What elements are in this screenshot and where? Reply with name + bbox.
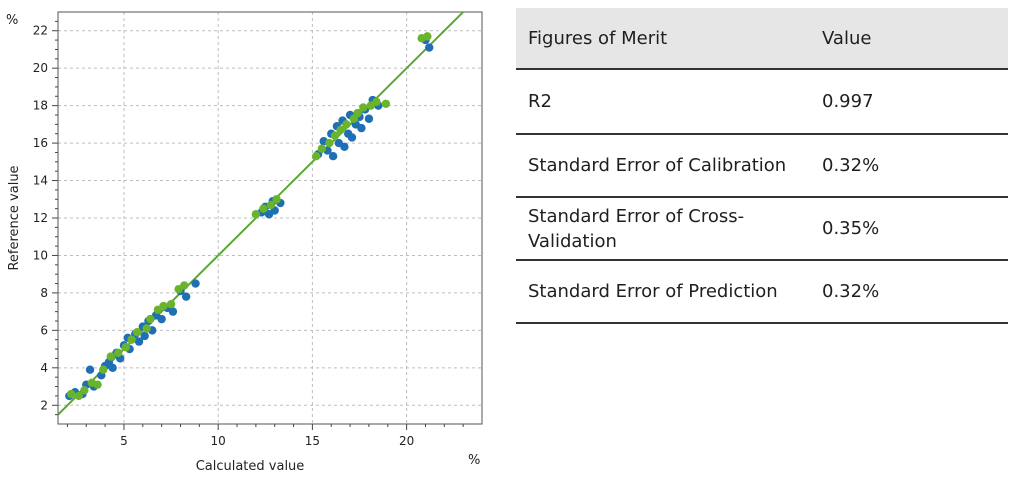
blue-data-point [364, 114, 374, 123]
calibration-plot: 5 10 15 20 2 4 6 8 10 12 14 16 18 20 22 Calculated valu… [0, 0, 500, 490]
blue-data-point [357, 123, 366, 133]
green-data-point [423, 32, 432, 41]
metric-value: 0.32% [810, 260, 1008, 324]
y-tick-label: 10 [33, 248, 48, 262]
blue-data-point [181, 292, 191, 301]
green-data-point [127, 335, 136, 344]
x-tick-label: 10 [211, 434, 226, 448]
green-data-point [317, 144, 327, 153]
green-data-point [272, 195, 281, 204]
y-tick-label: 16 [33, 136, 48, 150]
blue-data-point [168, 307, 178, 316]
green-data-point [251, 210, 261, 219]
green-data-point [132, 328, 142, 337]
y-tick-label: 2 [40, 398, 48, 412]
metric-value: 0.35% [810, 197, 1008, 261]
green-data-point [336, 125, 345, 135]
y-unit-label: % [6, 13, 18, 28]
green-data-point [372, 97, 381, 107]
blue-data-point [157, 314, 166, 324]
table-row: Standard Error of Calibration 0.32% [516, 134, 1008, 198]
table-row: R2 0.997 [516, 69, 1008, 135]
metric-name: Standard Error of Calibration [516, 134, 810, 198]
green-data-point [166, 299, 176, 309]
blue-data-point [425, 43, 434, 52]
header-value: Value [810, 8, 1008, 70]
x-tick-label: 5 [120, 434, 128, 448]
green-data-point [266, 200, 276, 210]
green-data-point [359, 103, 368, 112]
y-tick-label: 14 [33, 174, 48, 188]
green-data-point [114, 348, 123, 358]
y-tick-label: 22 [33, 24, 48, 38]
y-tick-label: 20 [33, 61, 48, 75]
x-unit-label: % [468, 453, 480, 468]
green-data-point [381, 99, 391, 108]
metric-value: 0.32% [810, 134, 1008, 198]
green-data-point [74, 391, 83, 401]
green-data-point [99, 365, 108, 374]
green-data-point [121, 343, 131, 352]
blue-data-point [328, 152, 338, 161]
scatter-plot-svg: 5 10 15 20 2 4 6 8 10 12 14 16 18 20 22 Calculated valu… [6, 11, 483, 474]
green-data-point [353, 108, 362, 118]
green-data-point [330, 131, 340, 140]
green-data-point [146, 314, 155, 324]
green-data-point [142, 324, 151, 333]
blue-data-point [140, 331, 149, 341]
green-data-point [342, 120, 351, 129]
table-row: Standard Error of Prediction 0.32% [516, 260, 1008, 324]
metric-value: 0.997 [810, 69, 1008, 135]
green-data-point [180, 281, 189, 290]
y-tick-label: 4 [40, 361, 48, 375]
green-data-point [259, 204, 268, 213]
metric-name: Standard Error of Prediction [516, 260, 810, 324]
table-row: Standard Error of Cross-Validation 0.35% [516, 197, 1008, 261]
blue-data-point [347, 133, 357, 142]
green-data-point [325, 138, 334, 148]
green-data-point [80, 386, 89, 395]
blue-data-point [191, 279, 200, 288]
green-data-point [106, 352, 115, 361]
green-data-point [93, 380, 102, 389]
metric-name: Standard Error of Cross-Validation [516, 197, 810, 261]
y-axis-title: Reference value [7, 165, 22, 270]
green-data-point [66, 389, 76, 399]
figures-of-merit-table: Figures of Merit Value R2 0.997 Standard… [516, 8, 1008, 324]
y-tick-label: 12 [33, 211, 48, 225]
y-tick-label: 18 [33, 99, 48, 113]
blue-data-point [85, 365, 95, 374]
x-tick-label: 15 [305, 434, 320, 448]
x-tick-label: 20 [399, 434, 414, 448]
green-data-point [311, 152, 321, 161]
x-axis-title: Calculated value [196, 459, 305, 474]
y-tick-label: 8 [40, 286, 48, 300]
header-figures-of-merit: Figures of Merit [516, 8, 810, 70]
green-data-point [159, 301, 168, 311]
blue-data-point [340, 142, 349, 152]
y-tick-label: 6 [40, 323, 48, 337]
blue-data-point [108, 363, 117, 373]
metric-name: R2 [516, 69, 810, 135]
blue-data-point [134, 337, 144, 346]
table-header-row: Figures of Merit Value [516, 8, 1008, 70]
